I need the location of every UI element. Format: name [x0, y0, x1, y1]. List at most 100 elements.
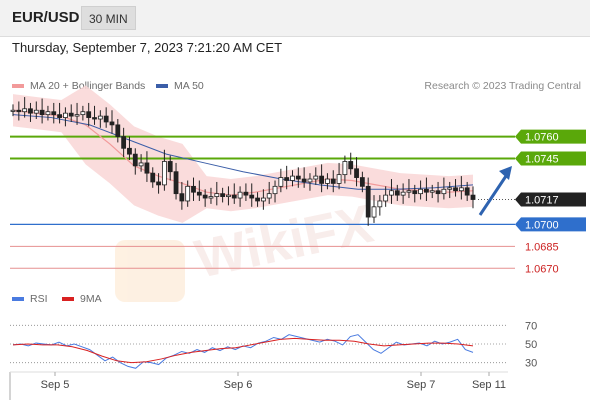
candle-body: [365, 185, 371, 218]
candle-body: [325, 178, 330, 184]
x-tick-label-1: Sep 6: [224, 379, 253, 391]
symbol-label: EUR/USD: [12, 9, 80, 26]
candle-body: [150, 172, 156, 183]
candle-body: [424, 188, 429, 193]
candle-body: [313, 175, 319, 180]
candle-body: [429, 190, 435, 193]
candle-body: [39, 109, 45, 116]
legend-ma9-label: 9MA: [80, 293, 102, 305]
ma9-swatch: [62, 297, 74, 301]
candle-body: [284, 177, 290, 181]
price-label-2: 1.0717: [525, 195, 559, 207]
candle-body: [290, 175, 295, 181]
candle-body: [243, 191, 249, 196]
candle-body: [161, 161, 167, 186]
candle-body: [377, 200, 383, 208]
candle-body: [278, 177, 284, 187]
candle-body: [156, 181, 161, 186]
candle-body: [319, 175, 325, 184]
price-tag-resistance-0: [515, 129, 586, 144]
candle-body: [208, 196, 214, 199]
legend-ma20-label: MA 20 + Bollinger Bands: [30, 80, 146, 92]
candle-body: [115, 124, 121, 137]
candle-body: [10, 109, 16, 112]
forecast-arrow-head: [499, 166, 512, 180]
price-label-3: 1.0700: [525, 219, 559, 231]
candle-body: [57, 114, 62, 118]
candle-body: [16, 109, 22, 113]
legend-rsi: RSI: [12, 293, 48, 305]
candle-body: [470, 194, 476, 200]
legend-rsi-label: RSI: [30, 293, 48, 305]
x-tick-label-0: Sep 5: [41, 379, 70, 391]
candle-body: [394, 190, 400, 196]
candle-body: [86, 111, 92, 118]
candle-body: [266, 193, 272, 199]
rsi-tick-70: 70: [525, 320, 537, 332]
ma50-swatch: [156, 84, 168, 88]
chart-datetime: Thursday, September 7, 2023 7:21:20 AM C…: [12, 40, 283, 55]
candle-body: [389, 190, 394, 196]
candle-body: [458, 187, 464, 192]
candle-body: [295, 175, 301, 180]
candle-body: [127, 147, 132, 155]
candle-body: [406, 190, 412, 193]
price-label-4: 1.0685: [525, 241, 559, 253]
legend-ma9: 9MA: [62, 293, 102, 305]
ma50-line: [12, 114, 474, 190]
ma9-line: [12, 337, 474, 364]
candle-body: [400, 191, 406, 196]
candle-body: [214, 193, 220, 197]
candle-body: [51, 111, 57, 116]
candle-body: [220, 193, 226, 197]
candle-body: [138, 162, 144, 167]
forecast-arrow-shaft: [478, 172, 510, 216]
bollinger-band: [13, 85, 473, 223]
candle-body: [383, 194, 389, 202]
legend-ma50-label: MA 50: [174, 80, 204, 92]
legend-ma20: MA 20 + Bollinger Bands: [12, 80, 145, 92]
interval-badge[interactable]: 30 MIN: [81, 6, 136, 30]
candle-body: [371, 206, 377, 218]
rsi-swatch: [12, 297, 24, 301]
candle-body: [202, 194, 208, 199]
candle-body: [342, 161, 348, 176]
candle-body: [359, 177, 365, 187]
candle-body: [185, 185, 191, 202]
candle-body: [22, 108, 28, 113]
rsi-tick-50: 50: [525, 339, 537, 351]
price-label-1: 1.0745: [525, 154, 559, 166]
candle-body: [33, 109, 39, 114]
candle-body: [301, 178, 307, 183]
candle-body: [231, 194, 237, 199]
ma20-line: [12, 109, 474, 196]
candle-body: [28, 108, 33, 114]
candle-body: [109, 121, 115, 126]
candle-body: [260, 197, 266, 202]
price-label-5: 1.0670: [525, 263, 559, 275]
candle-body: [97, 115, 103, 120]
candle-body: [144, 162, 150, 174]
candle-body: [307, 178, 313, 183]
legend-ma50: MA 50: [156, 80, 204, 92]
candle-body: [255, 197, 260, 202]
candle-body: [418, 188, 423, 195]
candle-body: [464, 187, 470, 196]
rsi-line: [12, 334, 474, 369]
candle-body: [441, 188, 447, 195]
x-tick-label-3: Sep 11: [472, 379, 506, 391]
candle-body: [132, 153, 138, 167]
header-bar: EUR/USD 30 MIN: [0, 0, 590, 37]
candle-body: [226, 194, 231, 197]
candle-body: [336, 174, 342, 184]
price-tag-current-2: [515, 192, 586, 207]
candle-body: [173, 171, 179, 195]
candle-body: [354, 168, 359, 178]
candle-body: [348, 161, 354, 170]
candle-body: [179, 193, 185, 202]
candle-body: [330, 178, 336, 184]
candle-body: [103, 115, 109, 123]
price-tag-pivot-3: [515, 217, 586, 232]
candle-body: [435, 190, 441, 195]
candle-body: [272, 185, 278, 195]
